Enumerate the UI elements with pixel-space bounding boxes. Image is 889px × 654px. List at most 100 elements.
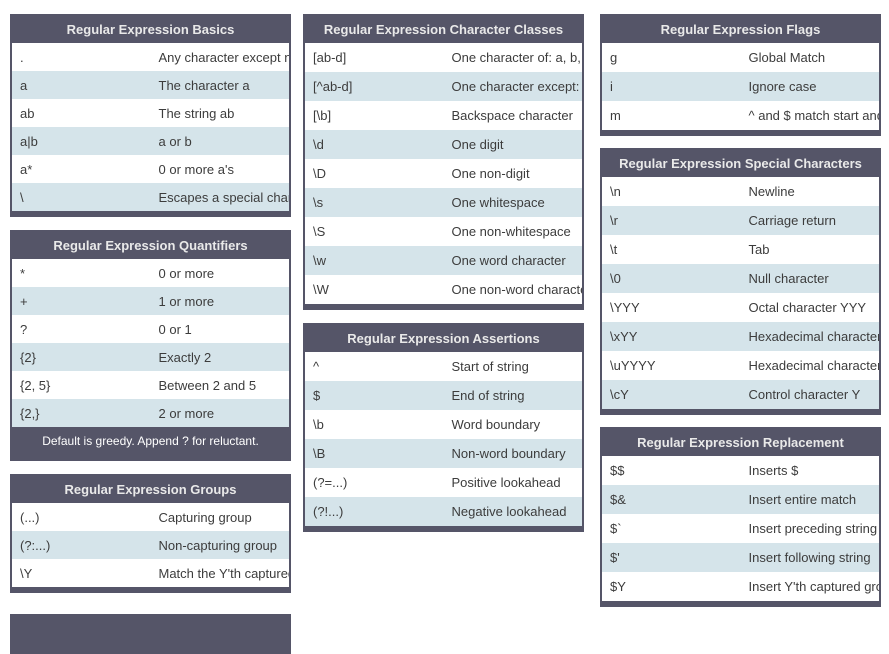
description-cell: Any character except newline [150, 43, 290, 71]
table-groups: Regular Expression Groups (...) Capturing … [10, 474, 291, 593]
description-cell: One non-digit [443, 159, 583, 188]
table-row: \w One word character [304, 246, 583, 275]
description-cell: Word boundary [443, 410, 583, 439]
pattern-cell: {2} [11, 343, 151, 371]
table-row: {2} Exactly 2 [11, 343, 290, 371]
table-row: $ End of string [304, 381, 583, 410]
pattern-cell: (?:...) [11, 531, 151, 559]
description-cell: Exactly 2 [150, 343, 290, 371]
table-row: ^ Start of string [304, 352, 583, 381]
pattern-cell: $& [601, 485, 741, 514]
table-row: m^ and $ match start and end of line [601, 101, 880, 133]
table-row: \n Newline [601, 177, 880, 206]
table-title: Regular Expression Basics [11, 15, 290, 43]
table-character-classes: Regular Expression Character Classes [ab-… [303, 14, 584, 310]
table-row: a|b a or b [11, 127, 290, 155]
pattern-cell: \ [11, 183, 151, 214]
table-replacement: Regular Expression Replacement $$ Inserts … [600, 427, 881, 607]
table-row: \t Tab [601, 235, 880, 264]
description-cell: Escapes a special character [150, 183, 290, 214]
pattern-cell: \YYY [601, 293, 741, 322]
pattern-cell: \b [304, 410, 444, 439]
pattern-cell: a* [11, 155, 151, 183]
table-row: \cY Control character Y [601, 380, 880, 412]
table-row: i Ignore case [601, 72, 880, 101]
description-cell: 1 or more [150, 287, 290, 315]
pattern-cell: \s [304, 188, 444, 217]
table-title: Regular Expression Replacement [601, 428, 880, 456]
description-cell: One character of: a, b, c, d [443, 43, 583, 72]
description-cell: Hexadecimal character YYYY [740, 351, 880, 380]
table-row: [\b] Backspace character [304, 101, 583, 130]
pattern-cell: . [11, 43, 151, 71]
table-row: \S One non-whitespace [304, 217, 583, 246]
description-cell: One word character [443, 246, 583, 275]
pattern-cell: [ab-d] [304, 43, 444, 72]
description-cell: Insert entire match [740, 485, 880, 514]
description-cell: The string ab [150, 99, 290, 127]
pattern-cell: g [601, 43, 741, 72]
table-row: \s One whitespace [304, 188, 583, 217]
description-cell: Control character Y [740, 380, 880, 412]
description-cell: Null character [740, 264, 880, 293]
description-cell: Start of string [443, 352, 583, 381]
description-cell: One non-word character [443, 275, 583, 307]
table-flags: Regular Expression Flags g Global Match i Ig… [600, 14, 881, 136]
pattern-cell: $Y [601, 572, 741, 604]
table-quantifiers: Regular Expression Quantifiers * 0 or more… [10, 230, 291, 461]
description-cell: Global Match [740, 43, 880, 72]
table-row: ab The string ab [11, 99, 290, 127]
table-title: Regular Expression Character Classes [304, 15, 583, 43]
table-row: \b Word boundary [304, 410, 583, 439]
pattern-cell: \r [601, 206, 741, 235]
table-row: [ab-d]One character of: a, b, c, d [304, 43, 583, 72]
pattern-cell: {2, 5} [11, 371, 151, 399]
table-footer-row: Default is greedy. Append ? for reluctan… [11, 427, 290, 458]
pattern-cell: * [11, 259, 151, 287]
table-title: Regular Expression Flags [601, 15, 880, 43]
description-cell: Tab [740, 235, 880, 264]
table-row: a The character a [11, 71, 290, 99]
description-cell: Non-word boundary [443, 439, 583, 468]
description-cell: Backspace character [443, 101, 583, 130]
pattern-cell: \B [304, 439, 444, 468]
description-cell: One non-whitespace [443, 217, 583, 246]
pattern-cell: \Y [11, 559, 151, 590]
description-cell: a or b [150, 127, 290, 155]
table-row: \r Carriage return [601, 206, 880, 235]
pattern-cell: \d [304, 130, 444, 159]
table-row: {2, 5} Between 2 and 5 [11, 371, 290, 399]
table-row: (?=...) Positive lookahead [304, 468, 583, 497]
table-row: \B Non-word boundary [304, 439, 583, 468]
table-row: \YYY Octal character YYY [601, 293, 880, 322]
pattern-cell: \xYY [601, 322, 741, 351]
pattern-cell: \uYYYY [601, 351, 741, 380]
pattern-cell: \W [304, 275, 444, 307]
description-cell: One character except: a, b, c, d [443, 72, 583, 101]
table-row: $' Insert following string [601, 543, 880, 572]
pattern-cell: (?=...) [304, 468, 444, 497]
description-cell: Carriage return [740, 206, 880, 235]
pattern-cell: a [11, 71, 151, 99]
table-row: [^ab-d]One character except: a, b, c, d [304, 72, 583, 101]
table-footer-note: Default is greedy. Append ? for reluctan… [11, 427, 290, 458]
pattern-cell: ? [11, 315, 151, 343]
table-row: \D One non-digit [304, 159, 583, 188]
description-cell: 2 or more [150, 399, 290, 427]
pattern-cell: \cY [601, 380, 741, 412]
description-cell: Octal character YYY [740, 293, 880, 322]
description-cell: Newline [740, 177, 880, 206]
description-cell: One whitespace [443, 188, 583, 217]
table-title: Regular Expression Assertions [304, 324, 583, 352]
pattern-cell: \S [304, 217, 444, 246]
pattern-cell: (?!...) [304, 497, 444, 529]
description-cell: 0 or more a's [150, 155, 290, 183]
description-cell: Hexadecimal character YY [740, 322, 880, 351]
table-row: \0 Null character [601, 264, 880, 293]
table-special-characters: Regular Expression Special Characters \n N… [600, 148, 881, 415]
description-cell: Negative lookahead [443, 497, 583, 529]
table-title: Regular Expression Special Characters [601, 149, 880, 177]
table-row: (?!...) Negative lookahead [304, 497, 583, 529]
column-left: Regular Expression Basics. Any character … [10, 14, 291, 654]
